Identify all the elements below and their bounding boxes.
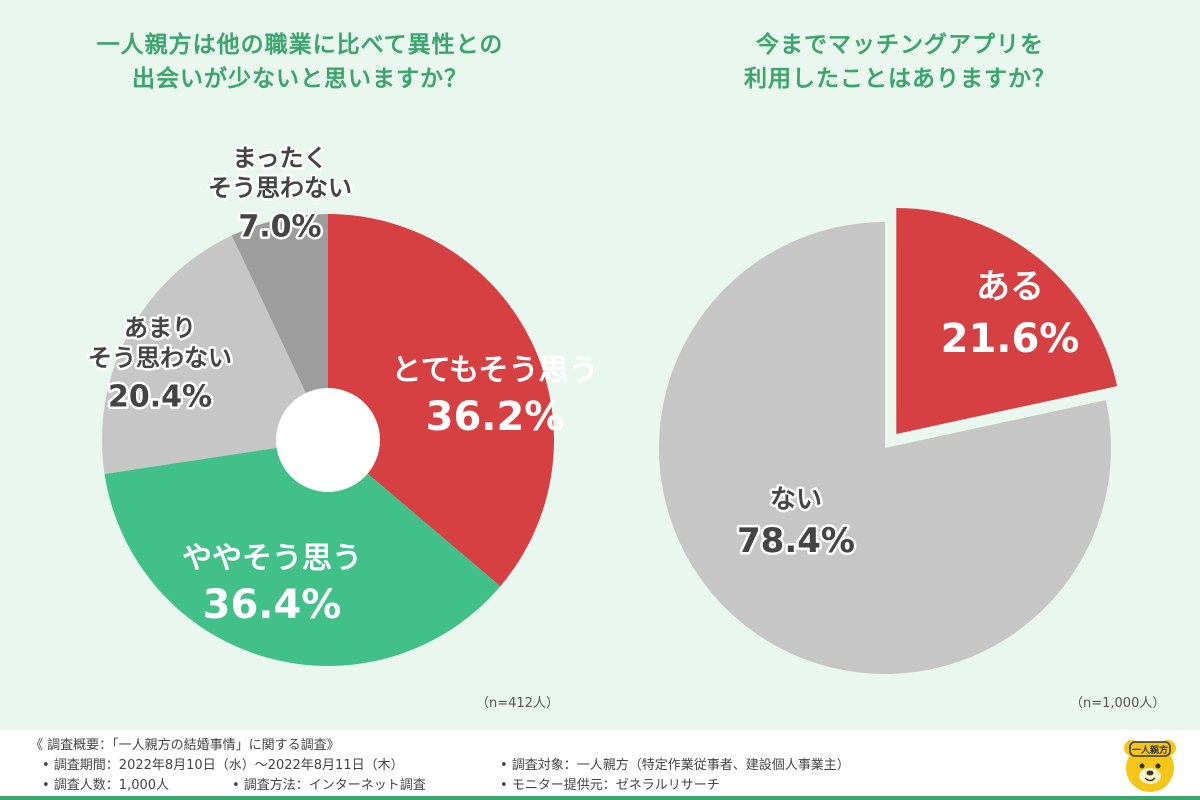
donut-chart: とてもそう思う36.2%ややそう思う36.4%あまりそう思わない20.4%まった… <box>86 142 599 666</box>
slice-label: そう思わない <box>208 174 352 202</box>
slice-label: ある <box>976 267 1044 307</box>
pie-slice <box>101 235 328 474</box>
chart-title-right: 今までマッチングアプリを 利用したことはありますか？ <box>600 28 1200 96</box>
slice-value: 36.4% <box>203 582 342 628</box>
slice-label: そう思わない <box>88 344 232 372</box>
chart-panel-right: 今までマッチングアプリを 利用したことはありますか？ ある 21.6% ない 78.4… <box>600 0 1200 720</box>
sample-size-note: （n=1,000人） <box>1070 696 1166 711</box>
slice-label: ややそう思う <box>182 541 362 576</box>
slice-value: 21.6% <box>941 316 1080 362</box>
title-line: 一人親方は他の職業に比べて異性との <box>96 32 504 58</box>
survey-period: • 調査期間：2022年8月10日（水）〜2022年8月11日（木） <box>42 758 404 773</box>
slice-label: ない <box>770 485 822 515</box>
survey-count: • 調査人数：1,000人 <box>42 778 170 793</box>
survey-footer: 《 調査概要：「一人親方の結婚事情」に関する調査》 • 調査期間：2022年8月… <box>0 730 1200 800</box>
survey-summary: 《 調査概要：「一人親方の結婚事情」に関する調査》 <box>30 738 340 753</box>
sample-size-note: （n=412人） <box>476 696 559 711</box>
pie-chart: ある 21.6% ない 78.4% <box>659 207 1118 674</box>
donut-hole <box>276 388 380 492</box>
title-line: 利用したことはありますか？ <box>744 66 1056 92</box>
pie-slice <box>231 214 328 440</box>
slice-value: 20.4% <box>108 380 212 415</box>
chart-panel-left: 一人親方は他の職業に比べて異性との 出会いが少ないと思いますか？ とてもそう思う… <box>0 0 600 720</box>
slice-label: あまり <box>124 314 196 342</box>
pie-slice <box>659 222 1111 674</box>
title-line: 出会いが少ないと思いますか？ <box>132 66 468 92</box>
monitor-provider: • モニター提供元：ゼネラルリサーチ <box>500 778 720 793</box>
pie-slice <box>896 207 1118 434</box>
chart-title-left: 一人親方は他の職業に比べて異性との 出会いが少ないと思いますか？ <box>0 28 600 96</box>
survey-target: • 調査対象：一人親方（特定作業従事者、建設個人事業主） <box>500 758 850 773</box>
slice-label: とてもそう思う <box>392 353 599 388</box>
title-line: 今までマッチングアプリを <box>756 32 1044 58</box>
slice-value: 78.4% <box>737 521 855 561</box>
logo-text: 一人親方 <box>1132 744 1168 756</box>
slice-label: まったく <box>232 144 327 172</box>
mascot-logo: 一人親方 <box>1124 740 1176 792</box>
survey-method: • 調査方法：インターネット調査 <box>232 778 426 793</box>
slice-value: 36.2% <box>426 394 565 440</box>
pie-slice <box>328 214 554 587</box>
pie-slice <box>104 440 501 666</box>
slice-value: 7.0% <box>238 210 321 245</box>
